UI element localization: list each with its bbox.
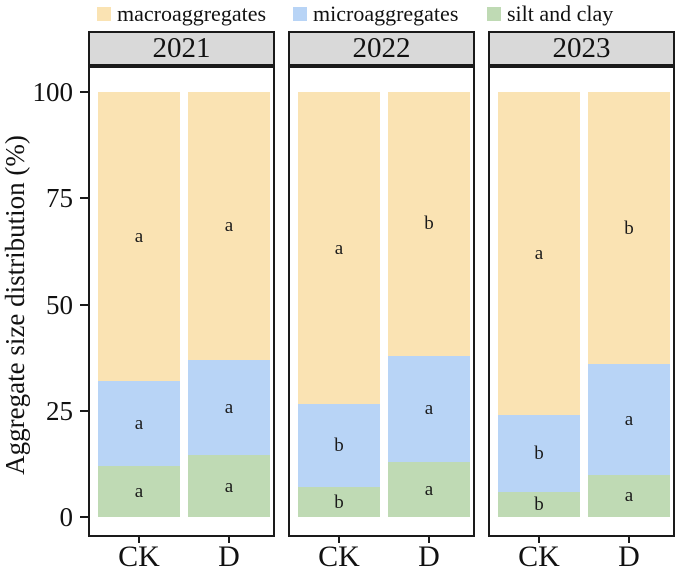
legend-entry-microaggregates: microaggregates — [293, 2, 458, 26]
bar-segment-microaggregates: b — [498, 415, 580, 492]
bar-segment-silt-and-clay: a — [388, 461, 470, 517]
x-tick-mark-2021-CK — [138, 537, 140, 543]
y-tick-mark-75 — [80, 197, 88, 200]
bar-segment-microaggregates: b — [298, 404, 380, 488]
legend-label: silt and clay — [507, 1, 614, 26]
bar-segment-silt-and-clay: a — [98, 466, 180, 517]
significance-letter: a — [624, 408, 634, 430]
bar-segment-microaggregates: a — [188, 359, 270, 456]
significance-letter: b — [534, 442, 544, 464]
y-tick-label-50: 50 — [46, 289, 73, 320]
bar-segment-silt-and-clay: b — [298, 487, 380, 517]
significance-letter: a — [134, 226, 144, 247]
x-tick-mark-2022-CK — [338, 537, 340, 543]
x-tick-mark-2022-D — [428, 537, 430, 543]
bar-2023-CK: a b b — [498, 92, 580, 517]
bar-segment-silt-and-clay: a — [588, 474, 670, 517]
significance-letter: b — [334, 491, 344, 513]
y-tick-mark-0 — [80, 516, 88, 518]
bar-2022-D: b a a — [388, 92, 470, 517]
bar-segment-microaggregates: a — [588, 364, 670, 475]
microaggregates-icon — [293, 7, 307, 21]
facet-panel-2021: a a a a a a — [88, 66, 275, 537]
bar-2022-CK: a b b — [298, 92, 380, 517]
bar-segment-macroaggregates: a — [98, 92, 180, 381]
significance-letter: b — [624, 217, 634, 239]
x-axis-label-2023-CK: CK — [518, 540, 560, 573]
bar-segment-silt-and-clay: b — [498, 491, 580, 517]
bar-segment-macroaggregates: b — [388, 92, 470, 356]
legend-label: microaggregates — [313, 1, 459, 26]
facet-strip-2021: 2021 — [88, 31, 275, 66]
significance-letter: b — [424, 213, 434, 235]
significance-letter: a — [334, 237, 344, 259]
macroaggregates-icon — [97, 7, 111, 21]
significance-letter: a — [134, 413, 144, 434]
significance-letter: b — [334, 435, 344, 457]
silt-and-clay-icon — [487, 7, 501, 21]
legend-entry-silt-and-clay: silt and clay — [487, 2, 613, 26]
y-tick-label-0: 0 — [59, 502, 74, 532]
x-axis-label-2021-D: D — [218, 540, 240, 573]
significance-letter: a — [224, 215, 234, 237]
facet-strip-2023: 2023 — [488, 31, 675, 66]
significance-letter: a — [134, 481, 144, 502]
y-tick-mark-100 — [80, 91, 88, 93]
facet-panel-2023: a b b b a a — [488, 66, 675, 537]
bar-segment-microaggregates: a — [388, 355, 470, 462]
significance-letter: a — [534, 243, 544, 264]
x-tick-mark-2021-D — [228, 537, 230, 543]
y-tick-mark-50 — [80, 303, 88, 306]
bar-segment-silt-and-clay: a — [188, 455, 270, 517]
x-axis-label-2021-CK: CK — [118, 540, 160, 573]
bar-2021-D: a a a — [188, 92, 270, 517]
facet-panel-2022: a b b b a a — [288, 66, 475, 537]
bar-segment-macroaggregates: a — [188, 92, 270, 360]
significance-letter: b — [534, 493, 544, 515]
legend-entry-macroaggregates: macroaggregates — [97, 2, 266, 26]
bar-segment-macroaggregates: b — [588, 92, 670, 364]
y-tick-mark-25 — [80, 409, 88, 412]
significance-letter: a — [424, 398, 434, 420]
x-tick-mark-2023-D — [628, 537, 630, 543]
significance-letter: a — [224, 397, 234, 419]
significance-letter: a — [424, 478, 434, 500]
bar-segment-microaggregates: a — [98, 381, 180, 466]
bar-2023-D: b a a — [588, 92, 670, 517]
significance-letter: a — [224, 475, 234, 497]
y-tick-label-75: 75 — [46, 183, 73, 214]
y-tick-label-100: 100 — [32, 77, 74, 107]
y-tick-label-25: 25 — [46, 395, 73, 426]
bar-segment-macroaggregates: a — [298, 92, 380, 405]
legend-label: macroaggregates — [117, 1, 267, 26]
x-axis-label-2022-CK: CK — [318, 540, 360, 573]
x-axis-label-2023-D: D — [618, 540, 640, 573]
facet-strip-2022: 2022 — [288, 31, 475, 66]
significance-letter: a — [624, 485, 634, 507]
bar-segment-macroaggregates: a — [498, 92, 580, 415]
x-axis-label-2022-D: D — [418, 540, 440, 573]
x-tick-mark-2023-CK — [538, 537, 540, 543]
bar-2021-CK: a a a — [98, 92, 180, 517]
